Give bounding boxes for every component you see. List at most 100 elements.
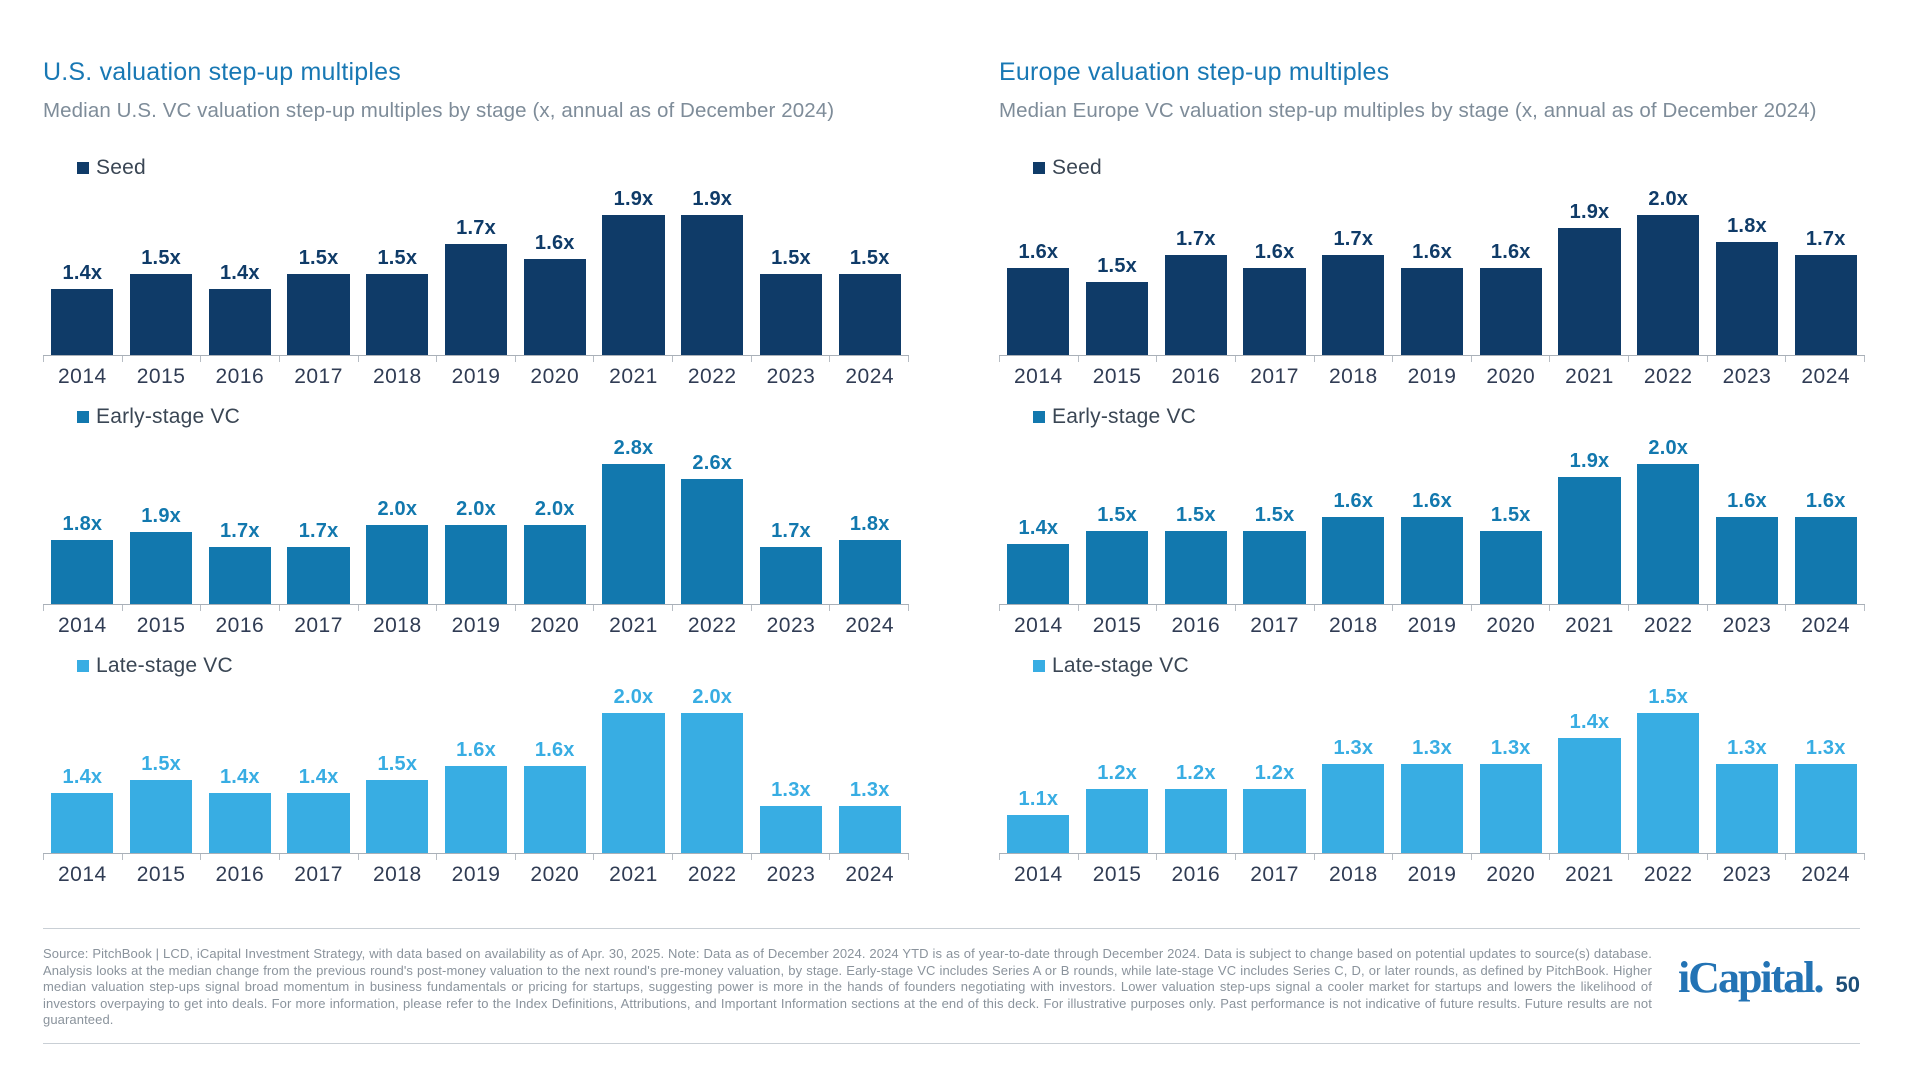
axis-tick [1236,356,1315,362]
legend-label: Seed [1052,156,1102,179]
bar-group-2020: 1.6x [515,681,594,853]
x-tick-label: 2014 [1014,365,1063,388]
bar-value-label: 1.2x [1254,762,1295,784]
bar-value-label: 2.6x [692,452,733,474]
bar-group-2021: 1.9x [1550,432,1629,604]
bar-2022 [1637,464,1700,604]
bar-2017 [287,274,350,355]
bar-2018 [1322,255,1385,355]
x-tick-label: 2018 [372,365,422,388]
chart-us-seed: Seed 1.4x 1.5x 1.4x 1.5x 1.5x 1.7x 1.6x 1.9x 1.9x… [43,155,910,389]
axis-tick [1629,356,1708,362]
bar-2022 [681,479,744,604]
x-tick-label: 2015 [1092,863,1142,886]
bar-value-label: 1.2x [1175,762,1216,784]
bar-2020 [523,525,586,604]
bar-group-2021: 2.8x [594,432,673,604]
bar-group-2016: 1.4x [200,183,279,355]
axis-tick [1629,605,1708,611]
bar-2019 [444,525,508,604]
axis-tick [1079,605,1158,611]
bar-value-label: 1.4x [1569,711,1610,733]
bar-2017 [287,793,350,853]
axis-tick [359,356,438,362]
bar-value-label: 1.7x [1805,228,1846,250]
axis-tick [123,356,202,362]
x-tick-label: 2024 [1801,863,1851,886]
chart-europe-early-stage: Early-stage VC 1.4x 1.5x 1.5x 1.5x 1.6x 1.6x 1.… [999,404,1866,638]
bar-value-label: 1.6x [1805,490,1846,512]
x-tick-label: 2020 [530,863,580,886]
bar-2019 [1400,268,1464,355]
legend-swatch-icon [1033,660,1045,672]
bar-value-label: 1.5x [141,753,181,775]
bar-value-label: 1.7x [1175,228,1216,250]
bar-2017 [1243,531,1306,604]
x-tick-label: 2022 [687,365,737,388]
charts-europe: Seed 1.6x 1.5x 1.7x 1.6x 1.7x 1.6x 1.6x 1.9x 2.0x… [999,155,1866,887]
bar-value-label: 1.5x [377,247,418,269]
bar-group-2015: 1.5x [1078,183,1157,355]
bar-2022 [681,713,744,853]
axis-tick [1472,854,1551,860]
axis-tick [1472,356,1551,362]
bar-value-label: 1.2x [1097,762,1137,784]
bar-2020 [1479,268,1542,355]
legend-swatch-icon [77,162,89,174]
bar-2020 [523,259,586,355]
bar-group-2016: 1.7x [1156,183,1235,355]
bar-value-label: 2.0x [1648,188,1689,210]
bar-value-label: 1.5x [771,247,811,269]
bar-2015 [1086,282,1149,355]
bar-2019 [444,244,508,355]
x-tick-label: 2018 [372,614,422,637]
bar-value-label: 1.5x [1097,504,1137,526]
x-tick-label: 2020 [1486,863,1536,886]
bar-group-2019: 1.6x [437,681,516,853]
bar-2015 [130,274,193,355]
x-tick-label: 2018 [1328,614,1378,637]
axis-tick [594,854,674,860]
axis-tick [437,605,516,611]
bar-value-label: 1.6x [1490,241,1531,263]
x-axis [43,853,910,860]
x-tick-label: 2016 [1171,614,1221,637]
bar-group-2018: 2.0x [358,432,437,604]
x-tick-label: 2018 [1328,863,1378,886]
bar-value-label: 1.5x [377,753,418,775]
x-axis-labels: 2014 2015 2016 2017 2018 2019 2020 2021 2022 2023… [999,611,1865,638]
bar-2022 [681,215,744,355]
bar-value-label: 1.3x [1333,737,1374,759]
bar-group-2019: 1.7x [437,183,516,355]
charts-us: Seed 1.4x 1.5x 1.4x 1.5x 1.5x 1.7x 1.6x 1.9x 1.9x… [43,155,910,887]
bar-group-2014: 1.4x [43,681,122,853]
chart-columns: U.S. valuation step-up multiples Median … [43,58,1866,902]
bar-value-label: 1.4x [298,766,339,788]
bar-2014 [1007,268,1070,355]
bar-2020 [523,766,586,853]
bar-value-label: 2.8x [613,437,654,459]
bar-group-2021: 2.0x [594,681,673,853]
x-tick-label: 2015 [136,365,186,388]
bar-2018 [366,525,429,604]
bar-2014 [51,289,114,355]
axis-tick [1550,605,1630,611]
x-tick-label: 2024 [845,614,895,637]
axis-tick [752,356,831,362]
bar-2014 [51,540,114,604]
chart-europe-seed: Seed 1.6x 1.5x 1.7x 1.6x 1.7x 1.6x 1.6x 1.9x 2.0x… [999,155,1866,389]
bar-group-2021: 1.9x [594,183,673,355]
bar-2023 [1715,242,1779,355]
bar-2018 [366,274,429,355]
legend-swatch-icon [77,411,89,423]
panel-subtitle-us: Median U.S. VC valuation step-up multipl… [43,99,835,122]
bar-value-label: 1.3x [1412,737,1452,759]
bar-value-label: 1.6x [534,739,575,761]
bar-group-2015: 1.2x [1078,681,1157,853]
axis-tick [1550,854,1630,860]
chart-us-early-stage: Early-stage VC 1.8x 1.9x 1.7x 1.7x 2.0x 2.0x 2.… [43,404,910,638]
bar-group-2024: 1.5x [830,183,909,355]
x-tick-label: 2021 [609,863,658,886]
bar-group-2015: 1.5x [122,681,201,853]
